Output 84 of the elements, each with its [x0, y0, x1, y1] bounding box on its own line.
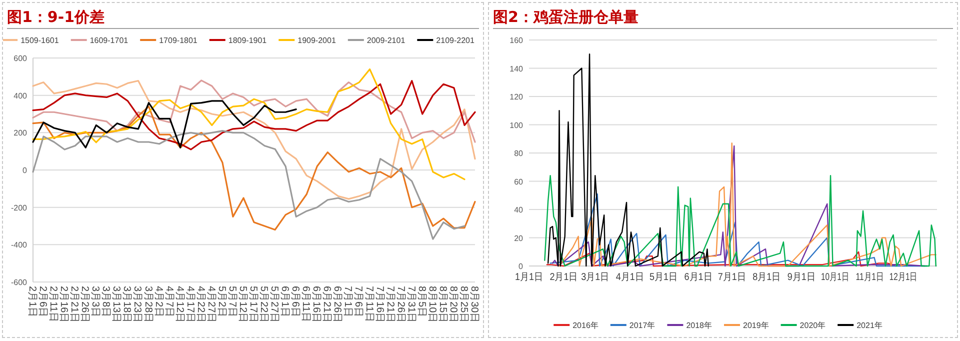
- chart-title: 图1：9-1价差: [7, 6, 479, 29]
- x-tick-label: 7月1日: [342, 286, 354, 318]
- y-tick-label: 120: [510, 92, 524, 102]
- x-tick-label: 4月17日: [184, 286, 196, 323]
- x-tick-label: 5月1日: [650, 272, 681, 283]
- legend-label: 2020年: [800, 321, 826, 330]
- y-tick-label: 0: [518, 262, 524, 271]
- legend-label: 1809-1901: [228, 36, 268, 45]
- y-tick-label: 600: [14, 54, 28, 63]
- legend-label: 1709-1801: [159, 36, 198, 45]
- x-tick-label: 3月28日: [142, 286, 154, 323]
- x-tick-label: 4月7日: [163, 286, 174, 318]
- y-tick-label: 20: [514, 234, 524, 243]
- y-tick-label: 140: [510, 64, 524, 74]
- x-tick-label: 3月13日: [110, 286, 122, 323]
- x-tick-label: 9月1日: [787, 272, 818, 283]
- x-tick-label: 6月16日: [310, 286, 322, 323]
- x-tick-label: 7月16日: [374, 286, 385, 323]
- x-tick-label: 3月3日: [90, 286, 101, 318]
- x-tick-label: 2月11日: [48, 286, 59, 322]
- y-tick-label: 0: [22, 166, 28, 175]
- legend-label: 2009-2101: [366, 36, 406, 45]
- y-tick-label: 200: [14, 128, 28, 138]
- legend-label: 2109-2201: [436, 36, 475, 45]
- x-tick-label: 5月12日: [236, 286, 248, 323]
- y-tick-label: 400: [14, 91, 28, 100]
- y-tick-label: 80: [514, 149, 524, 158]
- legend-label: 1509-1601: [20, 36, 60, 45]
- y-tick-label: 60: [514, 177, 524, 186]
- x-tick-label: 3月1日: [581, 272, 612, 283]
- x-tick-label: 8月15日: [436, 286, 448, 323]
- x-tick-label: 8月1日: [752, 272, 784, 283]
- y-tick-label: -200: [10, 203, 28, 212]
- y-tick-label: -600: [10, 278, 28, 287]
- x-tick-label: 7月6日: [352, 286, 364, 318]
- x-tick-label: 4月22日: [194, 286, 206, 323]
- legend-label: 2016年: [572, 321, 598, 330]
- legend-label: 1909-2001: [298, 36, 336, 45]
- x-tick-label: 5月2日: [216, 286, 227, 318]
- x-tick-label: 8月5日: [416, 286, 427, 318]
- x-tick-label: 6月1日: [684, 272, 716, 283]
- x-tick-label: 2月1日: [550, 272, 581, 283]
- x-tick-label: 6月1日: [279, 286, 290, 318]
- x-tick-label: 4月2日: [152, 286, 164, 318]
- chart-title: 图2：鸡蛋注册仓单量: [493, 6, 953, 29]
- legend-label: 2017年: [629, 321, 656, 330]
- x-tick-label: 12月1日: [889, 272, 926, 283]
- x-tick-label: 2月6日: [37, 286, 48, 318]
- y-tick-label: 40: [514, 206, 524, 214]
- x-tick-label: 3月18日: [121, 286, 132, 323]
- y-tick-label: -400: [10, 240, 28, 250]
- y-tick-label: 160: [510, 36, 524, 45]
- x-tick-label: 8月20日: [447, 286, 458, 323]
- x-tick-label: 4月12日: [174, 286, 185, 323]
- x-tick-label: 2月21日: [68, 286, 80, 323]
- x-tick-label: 3月23日: [132, 286, 143, 323]
- y-tick-label: 100: [510, 120, 524, 130]
- x-tick-label: 7月26日: [394, 286, 406, 323]
- x-tick-label: 6月6日: [290, 286, 301, 318]
- x-tick-label: 4月27日: [205, 286, 216, 323]
- x-tick-label: 5月7日: [226, 286, 238, 318]
- legend-label: 1609-1701: [90, 36, 129, 45]
- x-tick-label: 6月21日: [321, 286, 332, 323]
- x-tick-label: 1月1日: [515, 272, 546, 283]
- x-tick-label: 7月1日: [718, 272, 750, 283]
- x-tick-label: 2月16日: [58, 286, 70, 323]
- x-tick-label: 5月22日: [258, 286, 270, 323]
- x-tick-label: 6月11日: [300, 286, 312, 322]
- x-tick-label: 8月25日: [458, 286, 469, 323]
- x-tick-label: 7月21日: [384, 286, 396, 323]
- legend-label: 2018年: [686, 321, 712, 330]
- x-tick-label: 5月27日: [268, 286, 280, 323]
- x-tick-label: 5月17日: [248, 286, 258, 323]
- x-tick-label: 2月1日: [26, 286, 38, 318]
- x-tick-label: 4月1日: [616, 272, 648, 283]
- legend-label: 2019年: [743, 321, 769, 330]
- x-tick-label: 8月10日: [426, 286, 438, 323]
- x-tick-label: 6月26日: [332, 286, 343, 323]
- x-tick-label: 7月31日: [405, 286, 416, 323]
- x-tick-label: 3月8日: [100, 286, 112, 318]
- x-tick-label: 8月30日: [468, 286, 480, 323]
- legend-label: 2021年: [856, 321, 882, 330]
- x-tick-label: 7月11日: [363, 286, 374, 322]
- x-tick-label: 2月26日: [79, 286, 90, 323]
